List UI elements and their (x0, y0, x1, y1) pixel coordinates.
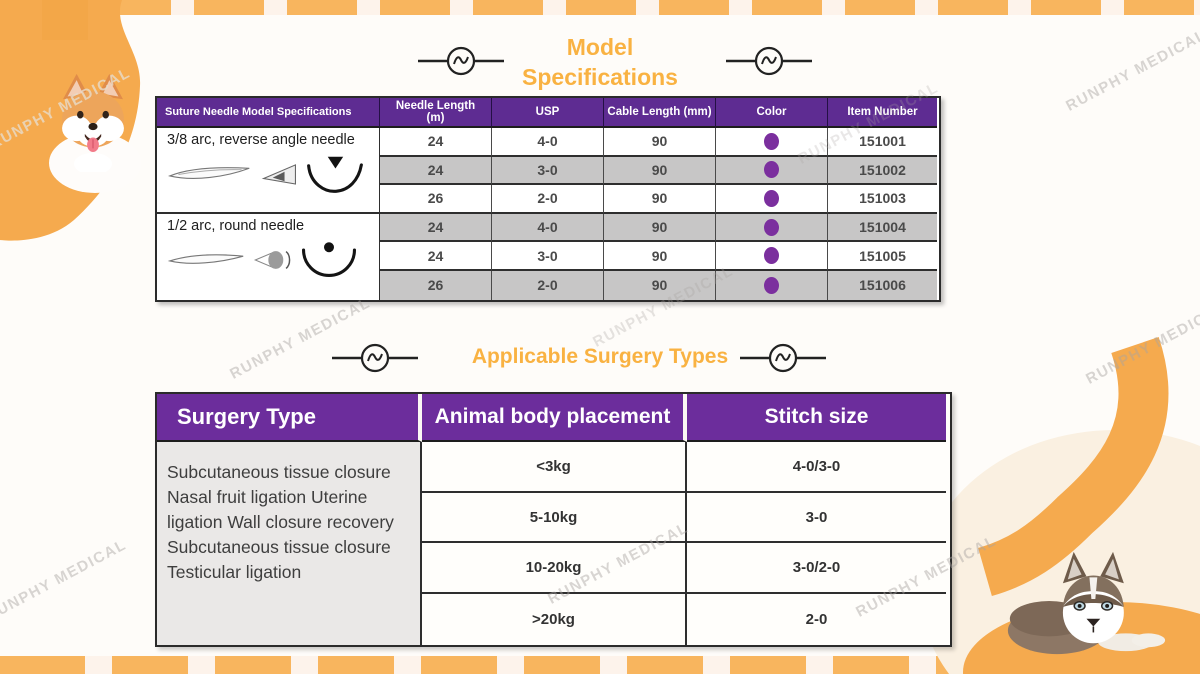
column-header-surgery-type: Surgery Type (157, 394, 422, 442)
wave-circle-icon (740, 343, 826, 373)
table-cell-stitch-size: 4-0/3-0 (687, 442, 946, 493)
table-cell-item-number: 151006 (828, 270, 937, 300)
table-cell-usp: 2-0 (492, 270, 604, 300)
column-header-placement: Animal body placement (422, 394, 687, 442)
wave-circle-icon (332, 343, 418, 373)
table-cell-stitch-size: 2-0 (687, 594, 946, 645)
table-cell-color (716, 242, 828, 271)
table-cell-stitch-size: 3-0 (687, 492, 946, 544)
needle-arc-round-icon (302, 242, 356, 277)
table-cell-cable-length: 90 (604, 242, 716, 271)
needle-type-cell: 3/8 arc, reverse angle needle (157, 128, 380, 214)
needle-length-unit: (m) (426, 112, 445, 124)
husky-dog-image (1007, 551, 1166, 655)
table-cell-item-number: 151002 (828, 156, 937, 186)
surgery-types-table: Surgery Type Animal body placement Stitc… (155, 392, 952, 647)
table-cell-color (716, 270, 828, 300)
table-cell-needle-length: 24 (380, 156, 492, 186)
table-cell-item-number: 151005 (828, 242, 937, 271)
color-dot (764, 132, 779, 150)
table-cell-placement: <3kg (422, 442, 687, 493)
right-orange-swoosh (920, 337, 1200, 674)
table-cell-needle-length: 24 (380, 213, 492, 243)
table-cell-usp: 2-0 (492, 185, 604, 214)
needle-body-icon (167, 254, 244, 264)
table-cell-usp: 3-0 (492, 242, 604, 271)
title-line-1: Model (566, 34, 634, 60)
surgery-types-cell: Subcutaneous tissue closure Nasal fruit … (157, 442, 422, 645)
model-specifications-title: Model Specifications (0, 32, 1200, 92)
table-cell-stitch-size: 3-0/2-0 (687, 543, 946, 595)
color-dot (764, 189, 779, 207)
watermark: RUNPHY MEDICAL (0, 536, 130, 625)
color-dot (764, 161, 779, 179)
table-cell-needle-length: 24 (380, 128, 492, 157)
table-cell-color (716, 185, 828, 214)
table-cell-placement: 5-10kg (422, 492, 687, 544)
table-cell-color (716, 156, 828, 186)
table-cell-cable-length: 90 (604, 213, 716, 243)
table-cell-usp: 3-0 (492, 156, 604, 186)
column-header-cable-length: Cable Length (mm) (604, 98, 716, 128)
table-cell-cable-length: 90 (604, 128, 716, 157)
needle-type-label: 3/8 arc, reverse angle needle (167, 132, 355, 148)
table-cell-placement: 10-20kg (422, 543, 687, 595)
table-cell-needle-length: 26 (380, 270, 492, 300)
column-header-needle-length: Needle Length (m) (380, 98, 492, 128)
column-header-stitch-size: Stitch size (687, 394, 946, 442)
bottom-stripe-band (0, 656, 1200, 674)
color-dot (764, 276, 779, 294)
table-cell-usp: 4-0 (492, 128, 604, 157)
title-line-2: Specifications (522, 64, 678, 90)
table-cell-color (716, 213, 828, 243)
table-cell-cable-length: 90 (604, 185, 716, 214)
needle-body-icon (168, 167, 250, 179)
needle-type-cell: 1/2 arc, round needle (157, 213, 380, 300)
table-cell-needle-length: 26 (380, 185, 492, 214)
table-cell-item-number: 151004 (828, 213, 937, 243)
needle-length-label: Needle Length (395, 100, 476, 112)
shiba-dog-image (62, 73, 124, 172)
table-cell-color (716, 128, 828, 157)
column-header-usp: USP (492, 98, 604, 128)
top-stripe-band (0, 0, 1200, 15)
needle-cross-section-round-icon (253, 250, 291, 269)
suture-needle-spec-table: Suture Needle Model Specifications Needl… (155, 96, 941, 302)
table-cell-cable-length: 90 (604, 270, 716, 300)
color-dot (764, 247, 779, 265)
table-cell-usp: 4-0 (492, 213, 604, 243)
column-header-specs: Suture Needle Model Specifications (157, 98, 380, 128)
needle-illustrations (167, 237, 375, 283)
column-header-item-number: Item Number (828, 98, 937, 128)
needle-type-label: 1/2 arc, round needle (167, 217, 305, 234)
table-cell-cable-length: 90 (604, 156, 716, 186)
wave-circle-icon (726, 46, 812, 76)
needle-arc-reverse-icon (307, 156, 363, 193)
table-cell-needle-length: 24 (380, 242, 492, 271)
needle-cross-section-reverse-icon (261, 164, 296, 185)
column-header-color: Color (716, 98, 828, 128)
table-cell-item-number: 151003 (828, 185, 937, 214)
table-cell-item-number: 151001 (828, 128, 937, 157)
applicable-surgery-types-title: Applicable Surgery Types (471, 345, 729, 368)
table-cell-placement: >20kg (422, 594, 687, 645)
color-dot (764, 218, 779, 236)
needle-illustrations (167, 151, 375, 197)
wave-circle-icon (418, 46, 504, 76)
